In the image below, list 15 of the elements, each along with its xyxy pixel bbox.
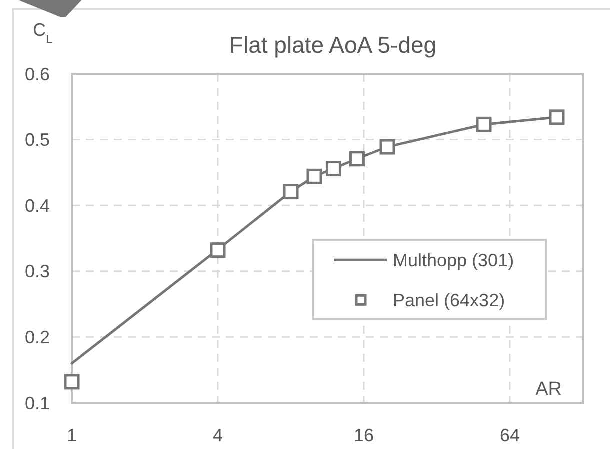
- y-tick-label: 0.5: [24, 130, 50, 150]
- legend-label: Multhopp (301): [393, 250, 514, 270]
- x-tick-label: 4: [212, 425, 224, 446]
- x-tick-label: 1: [66, 425, 78, 446]
- y-tick-label: 0.3: [24, 262, 50, 282]
- y-axis-title: C$_{L}$: [33, 20, 53, 46]
- chart-title: Flat plate AoA 5-deg: [229, 32, 437, 58]
- y-tick-label: 0.1: [24, 393, 50, 414]
- x-tick-label: 16: [354, 425, 374, 446]
- x-axis-title: AR: [536, 379, 562, 400]
- x-tick-label: 64: [500, 425, 520, 446]
- legend-label: Panel (64x32): [393, 290, 506, 310]
- y-tick-label: 0.6: [24, 64, 50, 84]
- y-tick-label: 0.2: [24, 328, 50, 348]
- y-tick-label: 0.4: [24, 196, 50, 216]
